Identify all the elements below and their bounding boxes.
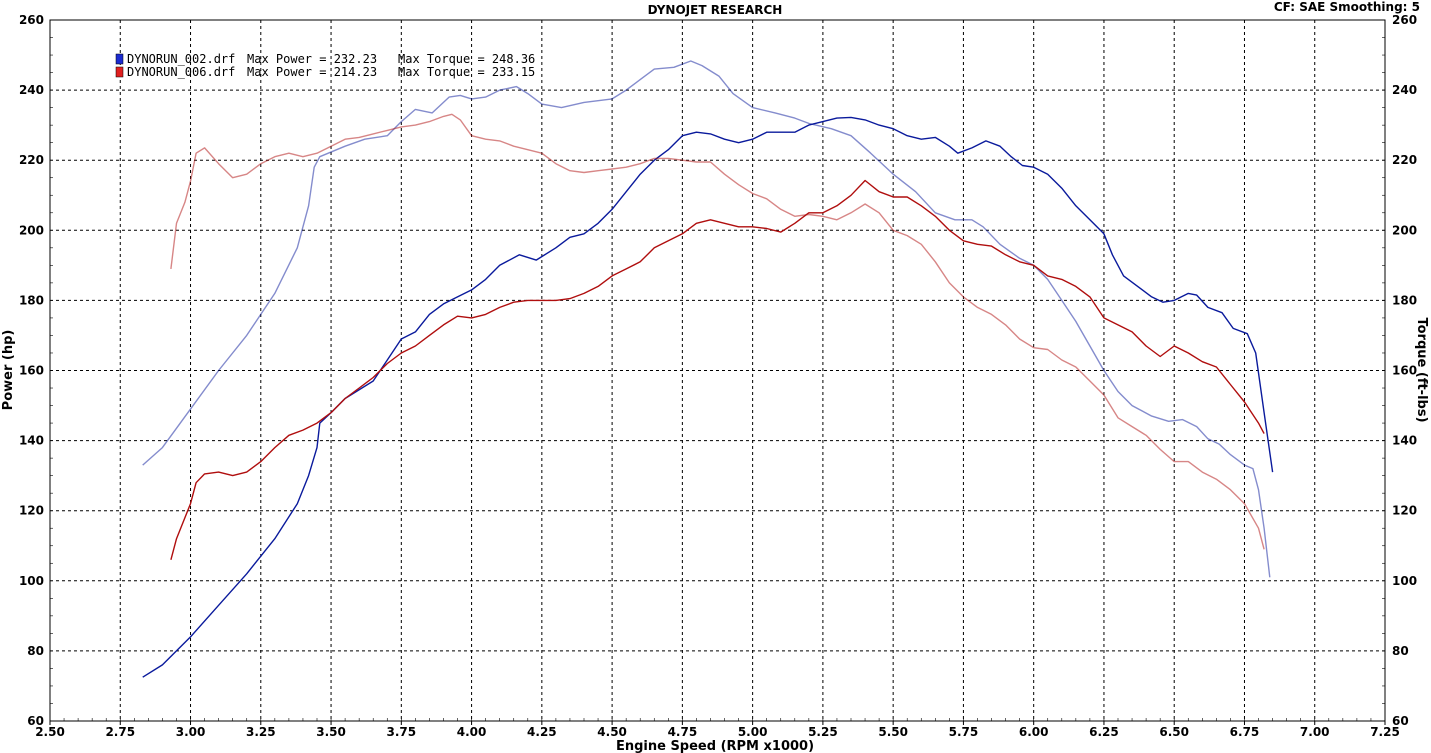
x-tick-label: 3.00 (176, 725, 206, 739)
x-tick-label: 4.25 (527, 725, 557, 739)
left-tick-label: 240 (19, 83, 44, 97)
legend-file-run-002: DYNORUN_002.drf (127, 52, 235, 66)
x-axis-label: Engine Speed (RPM x1000) (616, 739, 814, 753)
grid-lines (50, 20, 1385, 721)
x-tick-label: 3.75 (387, 725, 417, 739)
x-tick-label: 6.50 (1159, 725, 1189, 739)
legend-max-power-run-002: Max Power = 232.23 (247, 52, 377, 66)
right-tick-label: 80 (1392, 644, 1409, 658)
correction-factor-label: CF: SAE Smoothing: 5 (1274, 0, 1420, 14)
x-axis-ticks: 2.50 2.75 3.00 3.25 3.50 3.75 4.00 4.25 4.50 4.75… (35, 718, 1400, 739)
legend-max-power-run-006: Max Power = 214.23 (247, 65, 377, 79)
legend-swatch-run-006 (115, 66, 124, 78)
left-tick-label: 80 (27, 644, 44, 658)
x-tick-label: 6.75 (1230, 725, 1260, 739)
x-tick-label: 3.50 (316, 725, 346, 739)
left-tick-label: 260 (19, 13, 44, 27)
series-lines (142, 60, 1274, 678)
series-line-dynorun-006-drf-power (170, 179, 1265, 560)
x-tick-label: 7.00 (1300, 725, 1330, 739)
right-tick-label: 180 (1392, 293, 1417, 307)
x-tick-label: 5.75 (949, 725, 979, 739)
x-tick-label: 4.50 (597, 725, 627, 739)
left-tick-label: 120 (19, 504, 44, 518)
legend: DYNORUN_002.drf Max Power = 232.23 Max T… (115, 52, 535, 79)
left-axis-ticks: 60 80 100 120 140 160 180 200 220 240 260 (19, 13, 53, 728)
x-tick-label: 4.75 (668, 725, 698, 739)
left-tick-label: 60 (27, 714, 44, 728)
series-line-dynorun-006-drf-torque (170, 113, 1265, 550)
left-tick-label: 180 (19, 293, 44, 307)
legend-max-torque-run-002: Max Torque = 248.36 (398, 52, 535, 66)
x-tick-label: 5.00 (738, 725, 768, 739)
x-tick-label: 5.50 (878, 725, 908, 739)
x-tick-label: 3.25 (246, 725, 276, 739)
right-tick-label: 140 (1392, 434, 1417, 448)
left-axis-label: Power (hp) (1, 330, 16, 411)
chart-title: DYNOJET RESEARCH (648, 3, 783, 17)
right-axis-ticks: 60 80 100 120 140 160 180 200 220 240 260 (1382, 13, 1417, 728)
right-tick-label: 240 (1392, 83, 1417, 97)
right-axis-label: Torque (ft-lbs) (1414, 317, 1429, 422)
left-tick-label: 140 (19, 434, 44, 448)
right-tick-label: 120 (1392, 504, 1417, 518)
x-tick-label: 7.25 (1370, 725, 1400, 739)
right-tick-label: 220 (1392, 153, 1417, 167)
left-tick-label: 220 (19, 153, 44, 167)
legend-file-run-006: DYNORUN_006.drf (127, 65, 235, 79)
x-tick-label: 5.25 (808, 725, 838, 739)
x-tick-label: 6.25 (1089, 725, 1119, 739)
right-tick-label: 160 (1392, 364, 1417, 378)
series-line-dynorun-002-drf-power (142, 116, 1274, 678)
x-tick-label: 6.00 (1019, 725, 1049, 739)
left-tick-label: 200 (19, 223, 44, 237)
right-tick-label: 200 (1392, 223, 1417, 237)
right-tick-label: 100 (1392, 574, 1417, 588)
left-tick-label: 160 (19, 364, 44, 378)
x-tick-label: 2.50 (35, 725, 65, 739)
legend-max-torque-run-006: Max Torque = 233.15 (398, 65, 535, 79)
legend-swatch-run-002 (115, 53, 124, 65)
right-tick-label: 260 (1392, 13, 1417, 27)
x-tick-label: 2.75 (105, 725, 135, 739)
x-tick-label: 4.00 (457, 725, 487, 739)
left-tick-label: 100 (19, 574, 44, 588)
right-tick-label: 60 (1392, 714, 1409, 728)
series-line-dynorun-002-drf-torque (142, 60, 1271, 578)
